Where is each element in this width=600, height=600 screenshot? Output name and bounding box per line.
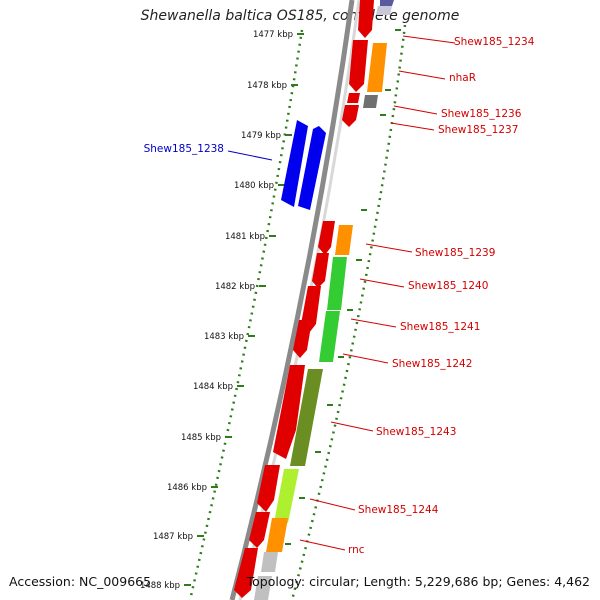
- gene-leader-line: [398, 70, 446, 80]
- gene-label[interactable]: Shew185_1238: [144, 143, 224, 155]
- scale-track-outer: [188, 29, 304, 600]
- gene-feature[interactable]: [380, 0, 394, 6]
- gene-feature[interactable]: [358, 0, 374, 38]
- gene-label[interactable]: Shew185_1234: [454, 36, 535, 48]
- gene-label-group: Shew185_1234 nhaR Shew185_1236 Shew185_1237…: [144, 35, 535, 556]
- scale-track-inner: [290, 24, 407, 600]
- gene-feature[interactable]: [273, 365, 305, 459]
- gene-feature[interactable]: [266, 518, 288, 552]
- gene-leader-line: [390, 122, 435, 131]
- gene-feature[interactable]: [234, 548, 258, 598]
- gene-label[interactable]: Shew185_1244: [358, 504, 439, 516]
- gene-feature[interactable]: [347, 93, 360, 103]
- gene-feature-shew185-1238-b[interactable]: [298, 126, 326, 210]
- gene-leader-line: [227, 150, 273, 161]
- gene-label[interactable]: Shew185_1239: [415, 247, 495, 259]
- gene-label[interactable]: Shew185_1237: [438, 124, 518, 136]
- gene-leader-line: [309, 498, 356, 511]
- kbp-tick-label: 1484 kbp: [193, 382, 233, 392]
- gene-feature[interactable]: [367, 43, 387, 92]
- kbp-tick-label: 1480 kbp: [234, 181, 274, 191]
- gene-feature[interactable]: [257, 465, 280, 512]
- gene-label[interactable]: nhaR: [449, 72, 476, 84]
- gene-feature[interactable]: [363, 95, 378, 108]
- gene-feature[interactable]: [274, 469, 299, 523]
- gene-feature[interactable]: [319, 311, 340, 362]
- kbp-tick-label: 1485 kbp: [181, 433, 221, 443]
- gene-label[interactable]: Shew185_1242: [392, 358, 472, 370]
- gene-feature[interactable]: [261, 552, 278, 572]
- gene-feature[interactable]: [293, 320, 312, 358]
- gene-feature[interactable]: [249, 512, 270, 548]
- gene-leader-line: [299, 539, 346, 551]
- accession-text: Accession: NC_009665: [9, 574, 152, 589]
- gene-leader-line: [393, 105, 438, 115]
- gene-feature[interactable]: [312, 253, 329, 288]
- kbp-tick-label: 1486 kbp: [167, 483, 207, 493]
- gene-feature[interactable]: [342, 105, 359, 127]
- gene-label[interactable]: Shew185_1240: [408, 280, 488, 292]
- kbp-tick-group: 1477 kbp 1478 kbp 1479 kbp 1480 kbp 1481 kbp…: [140, 29, 401, 591]
- gene-leader-line: [342, 353, 389, 364]
- gene-feature[interactable]: [290, 369, 323, 466]
- gene-label[interactable]: Shew185_1241: [400, 321, 480, 333]
- kbp-tick-label: 1477 kbp: [253, 30, 293, 40]
- kbp-tick-label: 1483 kbp: [204, 332, 244, 342]
- gene-feature[interactable]: [327, 257, 347, 310]
- gene-feature-shew185-1238-a[interactable]: [281, 120, 308, 207]
- gene-leader-line: [365, 243, 413, 253]
- kbp-tick-label: 1482 kbp: [215, 282, 255, 292]
- gene-feature[interactable]: [349, 40, 368, 92]
- gene-feature[interactable]: [318, 221, 335, 255]
- gene-feature[interactable]: [254, 576, 272, 600]
- kbp-tick-label: 1481 kbp: [225, 232, 265, 242]
- genome-backbone: [229, 0, 355, 600]
- gene-leader-line: [359, 278, 405, 288]
- gene-leader-line: [402, 35, 456, 44]
- gene-label[interactable]: Shew185_1243: [376, 426, 456, 438]
- gene-label[interactable]: rnc: [348, 544, 365, 556]
- gene-feature[interactable]: [376, 6, 392, 15]
- gene-feature-group: [234, 0, 394, 600]
- gene-leader-line: [350, 318, 397, 328]
- gene-feature[interactable]: [335, 225, 353, 255]
- kbp-tick-label: 1479 kbp: [241, 131, 281, 141]
- kbp-tick-label: 1488 kbp: [140, 581, 180, 591]
- kbp-tick-label: 1478 kbp: [247, 81, 287, 91]
- topology-summary: Topology: circular; Length: 5,229,686 bp…: [246, 574, 590, 589]
- kbp-tick-label: 1487 kbp: [153, 532, 193, 542]
- gene-leader-line: [330, 421, 374, 432]
- gene-label[interactable]: Shew185_1236: [441, 108, 522, 120]
